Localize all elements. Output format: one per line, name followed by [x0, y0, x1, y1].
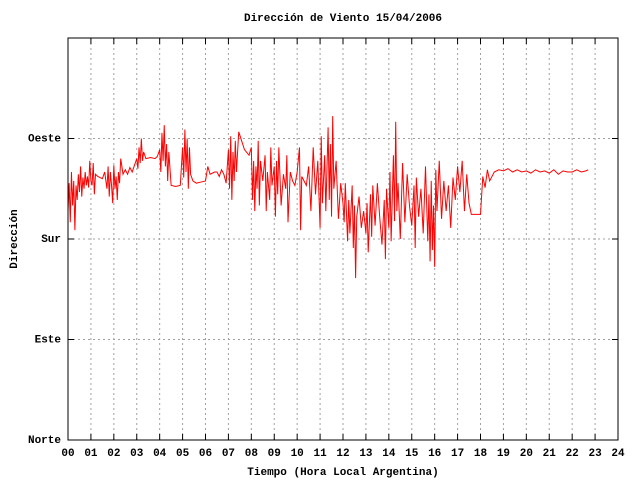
x-tick-label: 17 — [451, 448, 464, 460]
x-tick-label: 12 — [336, 448, 349, 460]
y-tick-label: Este — [35, 334, 62, 346]
x-tick-label: 23 — [588, 448, 602, 460]
x-tick-label: 07 — [222, 448, 235, 460]
x-tick-label: 02 — [107, 448, 120, 460]
x-tick-label: 19 — [497, 448, 510, 460]
chart-title: Dirección de Viento 15/04/2006 — [244, 13, 442, 25]
x-axis-label: Tiempo (Hora Local Argentina) — [247, 467, 438, 479]
x-tick-label: 11 — [313, 448, 327, 460]
x-tick-label: 03 — [130, 448, 144, 460]
x-tick-label: 04 — [153, 448, 167, 460]
y-tick-label: Oeste — [28, 133, 61, 145]
y-tick-label: Sur — [41, 234, 61, 246]
y-tick-label: Norte — [28, 435, 61, 447]
x-tick-label: 10 — [291, 448, 304, 460]
x-tick-label: 24 — [611, 448, 625, 460]
x-tick-label: 18 — [474, 448, 488, 460]
x-tick-label: 14 — [382, 448, 396, 460]
x-tick-label: 16 — [428, 448, 441, 460]
x-tick-label: 01 — [84, 448, 98, 460]
x-tick-label: 13 — [359, 448, 373, 460]
x-tick-label: 06 — [199, 448, 212, 460]
plot-frame — [67, 37, 619, 441]
x-tick-label: 09 — [268, 448, 281, 460]
x-tick-label: 08 — [245, 448, 259, 460]
x-tick-label: 20 — [520, 448, 533, 460]
x-tick-label: 00 — [61, 448, 74, 460]
x-tick-label: 21 — [543, 448, 557, 460]
x-tick-label: 15 — [405, 448, 419, 460]
x-tick-label: 22 — [566, 448, 579, 460]
data-line — [67, 116, 589, 279]
x-tick-label: 05 — [176, 448, 190, 460]
y-axis-label: Dirección — [9, 209, 21, 268]
